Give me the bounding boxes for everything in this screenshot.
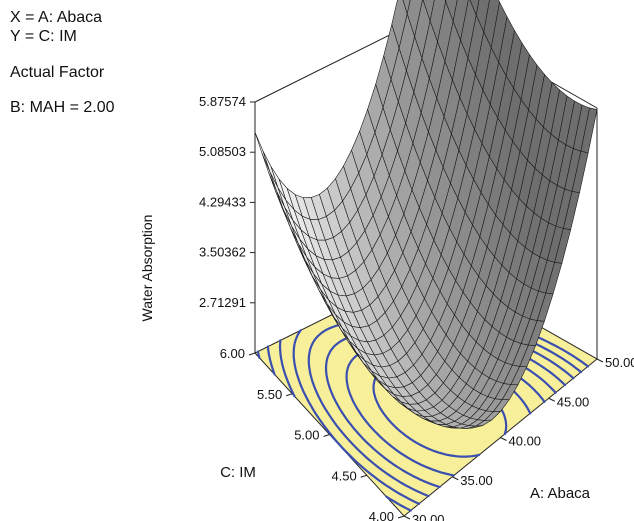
z-tick-label: 2.71291 (199, 295, 246, 310)
y-axis-label: C: IM (220, 464, 256, 481)
y-tick-label: 4.00 (369, 509, 394, 521)
x-tick-mark (403, 515, 411, 520)
z-tick-label: 5.87574 (199, 94, 246, 109)
surface-facet (469, 0, 480, 17)
surface-facet (391, 0, 408, 50)
x-tick-label: 30.00 (412, 512, 445, 521)
surface-facet (460, 0, 477, 59)
z-axis-label: Water Absorption (139, 215, 155, 322)
surface-facet (402, 0, 411, 15)
y-tick-mark (360, 474, 367, 478)
surface-facet (406, 0, 423, 38)
z-tick-label: 3.50362 (199, 245, 246, 260)
x-tick-mark (548, 397, 555, 402)
x-tick-mark (596, 358, 604, 363)
y-tick-label: 4.50 (331, 468, 356, 483)
legend-x-factor: X = A: Abaca (10, 9, 103, 26)
surface-facet (429, 0, 446, 43)
surface-facet (483, 0, 500, 49)
response-surface (254, 0, 598, 429)
y-tick-label: 5.00 (294, 428, 319, 443)
y-tick-label: 6.00 (220, 346, 245, 361)
surface-facet (475, 0, 490, 33)
y-tick-mark (323, 434, 330, 437)
surface-facet (262, 150, 279, 188)
legend-actual-factor-heading: Actual Factor (10, 64, 105, 81)
x-tick-mark (452, 476, 459, 481)
x-tick-label: 40.00 (509, 434, 542, 449)
legend-fixed-factor: B: MAH = 2.00 (10, 99, 115, 116)
x-tick-label: 35.00 (460, 473, 493, 488)
surface-facet (445, 0, 458, 23)
x-axis-label: A: Abaca (530, 485, 591, 502)
surface-facet (452, 0, 469, 42)
y-tick-mark (397, 515, 405, 519)
z-tick-label: 4.29433 (199, 194, 246, 209)
surface-facet (444, 0, 447, 3)
axis-ticks: 2.71291 3.50362 4.29433 5.08503 5.87574 4.00 4… (199, 94, 634, 521)
x-tick-mark (500, 437, 507, 441)
x-tick-label: 50.00 (605, 355, 634, 370)
surface-facet (422, 0, 435, 22)
y-tick-label: 5.50 (257, 387, 282, 402)
y-tick-mark (248, 352, 256, 356)
y-tick-mark (286, 393, 293, 397)
x-tick-label: 45.00 (557, 394, 590, 409)
z-tick-label: 5.08503 (199, 144, 246, 159)
surface-facet (414, 0, 431, 60)
legend-y-factor: Y = C: IM (10, 28, 77, 45)
